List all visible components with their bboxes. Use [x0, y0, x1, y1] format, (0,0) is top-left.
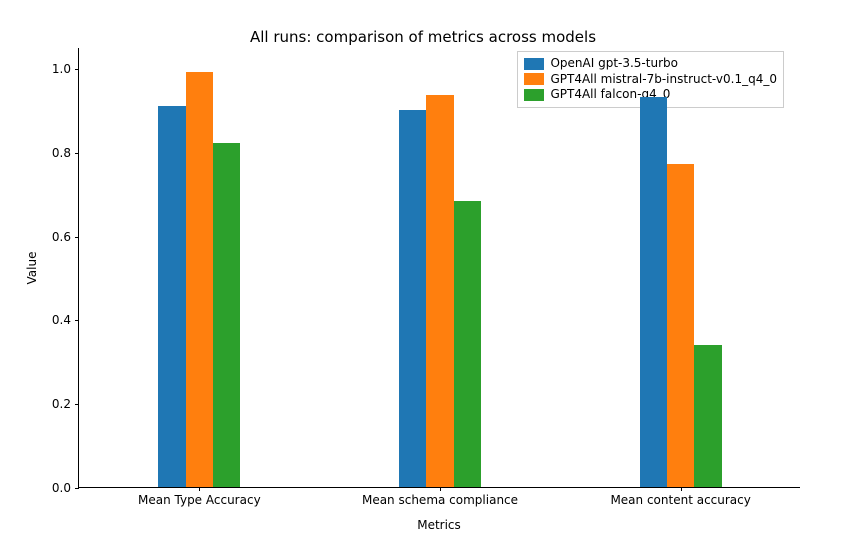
legend-swatch [524, 58, 544, 70]
y-tick-label: 0.4 [52, 313, 79, 327]
bar [158, 106, 185, 487]
y-tick-label: 1.0 [52, 62, 79, 76]
y-tick-label: 0.8 [52, 146, 79, 160]
x-tick-label: Mean Type Accuracy [138, 487, 261, 507]
bar [426, 95, 453, 487]
y-tick-label: 0.0 [52, 481, 79, 495]
bar [186, 72, 213, 487]
chart-figure: All runs: comparison of metrics across m… [0, 0, 846, 547]
x-tick-label: Mean schema compliance [362, 487, 518, 507]
legend-label: OpenAI gpt-3.5-turbo [550, 56, 678, 72]
bar [640, 97, 667, 487]
legend-swatch [524, 89, 544, 101]
legend-swatch [524, 73, 544, 85]
legend-label: GPT4All mistral-7b-instruct-v0.1_q4_0 [550, 72, 777, 88]
bar [694, 345, 721, 487]
y-axis-label: Value [25, 252, 39, 285]
bar [454, 201, 481, 487]
x-tick-label: Mean content accuracy [610, 487, 750, 507]
bar [399, 110, 426, 487]
x-axis-label: Metrics [417, 518, 461, 532]
y-tick-label: 0.6 [52, 230, 79, 244]
chart-axes: OpenAI gpt-3.5-turboGPT4All mistral-7b-i… [78, 48, 800, 488]
legend-item: GPT4All mistral-7b-instruct-v0.1_q4_0 [524, 72, 777, 88]
y-tick-label: 0.2 [52, 397, 79, 411]
bar [667, 164, 694, 487]
bar [213, 143, 240, 487]
legend-item: OpenAI gpt-3.5-turbo [524, 56, 777, 72]
chart-title: All runs: comparison of metrics across m… [0, 28, 846, 46]
